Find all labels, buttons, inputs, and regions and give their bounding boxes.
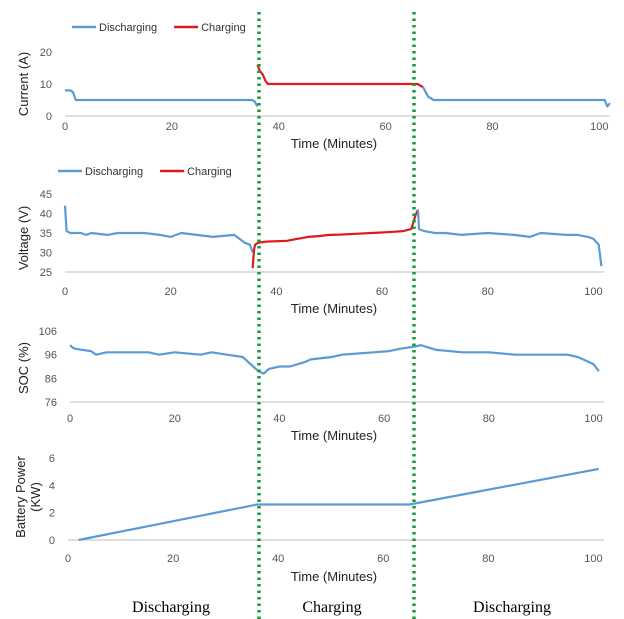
y-tick-label: 0 xyxy=(49,535,55,547)
x-axis-label: Time (Minutes) xyxy=(291,569,377,584)
y-tick-label: 4 xyxy=(49,480,55,492)
x-tick-label: 80 xyxy=(483,413,495,425)
phase-labels: Discharging Charging Discharging xyxy=(132,599,551,616)
y-tick-label: 45 xyxy=(40,189,52,201)
x-tick-label: 0 xyxy=(62,286,68,298)
x-tick-label: 40 xyxy=(273,121,285,133)
legend-label-charging: Charging xyxy=(187,166,232,178)
phase-label-discharging-1: Discharging xyxy=(132,599,210,616)
x-tick-label: 80 xyxy=(486,121,498,133)
y-tick-label: 0 xyxy=(46,111,52,123)
y-tick-label: 35 xyxy=(40,228,52,240)
x-tick-label: 60 xyxy=(377,553,389,565)
series-line-discharging-2 xyxy=(416,209,603,267)
x-tick-label: 80 xyxy=(482,286,494,298)
y-tick-label: 25 xyxy=(40,267,52,279)
series-line-discharging-2 xyxy=(422,86,611,108)
y-axis-label: Battery Power(KW) xyxy=(13,456,43,538)
x-tick-label: 40 xyxy=(272,553,284,565)
x-tick-label: 20 xyxy=(166,121,178,133)
y-axis-label: SOC (%) xyxy=(16,342,31,394)
series-line-discharging-0 xyxy=(63,205,254,253)
y-tick-label: 30 xyxy=(40,248,52,260)
y-tick-label: 2 xyxy=(49,508,55,520)
y-tick-label: 86 xyxy=(45,373,57,385)
series-line-charging-1 xyxy=(251,209,420,269)
legend-label-discharging: Discharging xyxy=(85,166,143,178)
x-tick-label: 60 xyxy=(378,413,390,425)
x-tick-label: 0 xyxy=(67,413,73,425)
legend-label-charging: Charging xyxy=(201,22,246,34)
x-tick-label: 20 xyxy=(169,413,181,425)
y-tick-label: 10 xyxy=(40,79,52,91)
x-tick-label: 20 xyxy=(165,286,177,298)
phase-label-discharging-2: Discharging xyxy=(473,599,551,616)
y-axis-label: Current (A) xyxy=(16,52,31,116)
x-axis-label: Time (Minutes) xyxy=(291,136,377,151)
x-tick-label: 60 xyxy=(379,121,391,133)
x-tick-label: 40 xyxy=(270,286,282,298)
y-tick-label: 76 xyxy=(45,397,57,409)
x-tick-label: 100 xyxy=(584,286,602,298)
legend-label-discharging: Discharging xyxy=(99,22,157,34)
series-line-soc-0 xyxy=(69,344,600,375)
x-tick-label: 20 xyxy=(167,553,179,565)
x-tick-label: 80 xyxy=(482,553,494,565)
y-axis-label: Voltage (V) xyxy=(16,206,31,270)
y-tick-label: 6 xyxy=(49,453,55,465)
series-line-charging-1 xyxy=(256,64,424,89)
series-line-discharging-0 xyxy=(65,89,259,107)
y-tick-label: 40 xyxy=(40,209,52,221)
phase-label-charging: Charging xyxy=(302,599,361,616)
x-axis-label: Time (Minutes) xyxy=(291,428,377,443)
x-tick-label: 60 xyxy=(376,286,388,298)
x-tick-label: 0 xyxy=(65,553,71,565)
series-line-soc-0 xyxy=(78,467,599,542)
x-tick-label: 100 xyxy=(584,413,602,425)
y-tick-label: 20 xyxy=(40,47,52,59)
y-tick-label: 106 xyxy=(39,326,57,338)
y-tick-label: 96 xyxy=(45,350,57,362)
x-tick-label: 100 xyxy=(590,121,608,133)
x-tick-label: 40 xyxy=(273,413,285,425)
panel-2: 76 86 96 106 0 20 40 60 80 100 Time (Minutes) SOC (… xyxy=(16,326,604,443)
panel-0: 0 10 20 0 20 40 60 80 100 Time (Minutes) Current (… xyxy=(16,22,611,151)
panel-1: 25 30 35 40 45 0 20 40 60 80 100 Time (Minutes) Volt… xyxy=(16,166,604,316)
x-tick-label: 0 xyxy=(62,121,68,133)
x-tick-label: 100 xyxy=(584,553,602,565)
x-axis-label: Time (Minutes) xyxy=(291,301,377,316)
